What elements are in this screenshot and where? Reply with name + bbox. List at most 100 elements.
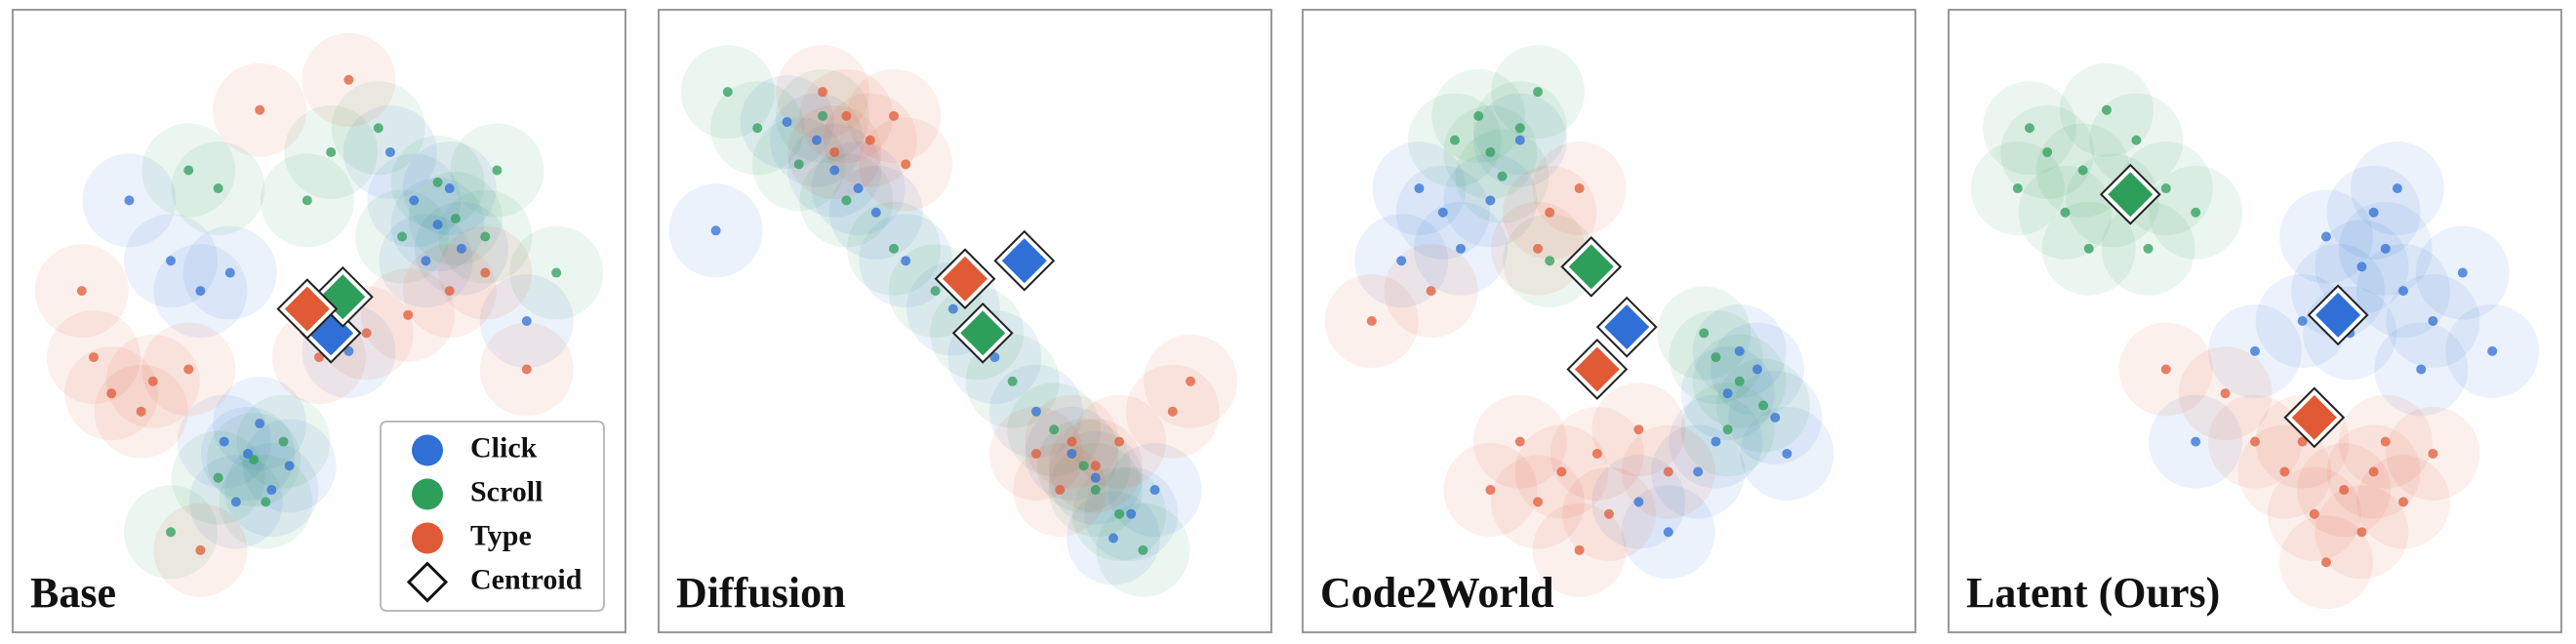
point: [183, 165, 194, 176]
point: [1186, 376, 1196, 386]
point: [1604, 508, 1614, 519]
centroid: [960, 310, 1006, 356]
panel: Base Click Scroll Type Centroid: [12, 9, 626, 633]
point: [2083, 243, 2094, 254]
point: [1711, 436, 1721, 447]
point: [1545, 207, 1555, 218]
panel-title: Latent (Ours): [1966, 569, 2220, 617]
point: [450, 213, 461, 223]
point: [492, 165, 503, 176]
point: [1067, 436, 1077, 447]
point: [1533, 243, 1544, 254]
panel-title: Base: [30, 569, 116, 617]
point: [1545, 256, 1555, 266]
point: [865, 135, 875, 145]
point: [1556, 466, 1567, 477]
point: [870, 207, 881, 218]
point: [480, 231, 491, 242]
point: [456, 243, 466, 254]
point: [1126, 508, 1137, 519]
legend-marker: [412, 434, 443, 466]
plot-area: [668, 45, 1238, 597]
point: [521, 364, 532, 375]
point: [710, 225, 721, 236]
point: [841, 110, 852, 121]
point: [266, 485, 277, 496]
panel-title: Code2World: [1320, 569, 1554, 617]
point: [2309, 508, 2319, 519]
point: [1497, 171, 1508, 181]
panel: Diffusion: [658, 9, 1272, 633]
point: [2297, 436, 2308, 447]
point: [930, 286, 941, 297]
point: [2339, 485, 2350, 496]
point: [901, 256, 911, 266]
point: [166, 527, 176, 538]
point: [361, 328, 372, 339]
point: [853, 183, 864, 194]
point: [106, 388, 117, 399]
point: [1574, 544, 1585, 555]
plot-area: [1970, 62, 2540, 610]
point: [1485, 485, 1496, 496]
point: [1030, 448, 1041, 459]
panel-border: [658, 9, 1272, 633]
point: [1485, 195, 1496, 206]
point: [1722, 424, 1733, 435]
point: [432, 177, 443, 187]
point: [1007, 376, 1018, 386]
legend-label: Type: [470, 519, 532, 551]
point: [1734, 345, 1745, 356]
point: [2102, 104, 2112, 115]
point: [343, 345, 354, 356]
centroid: [2291, 394, 2337, 440]
point: [432, 220, 443, 230]
legend-marker: [412, 478, 443, 510]
point: [2160, 364, 2171, 375]
point: [1108, 533, 1118, 543]
point: [1699, 328, 1710, 339]
point: [166, 256, 176, 266]
point: [136, 406, 146, 417]
point: [2398, 497, 2408, 507]
point: [1711, 352, 1721, 363]
point: [1734, 376, 1745, 386]
point: [2398, 286, 2408, 297]
point: [314, 352, 324, 363]
point: [2487, 345, 2498, 356]
panel-border: [1948, 9, 2562, 633]
point: [2428, 448, 2438, 459]
legend-box: [380, 421, 605, 612]
point: [2250, 345, 2260, 356]
point: [373, 123, 383, 134]
point: [261, 497, 271, 507]
point: [2143, 243, 2153, 254]
point: [249, 455, 260, 465]
point: [1514, 135, 1525, 145]
point: [421, 256, 431, 266]
point: [1533, 497, 1544, 507]
point: [2250, 436, 2260, 447]
point: [1591, 448, 1602, 459]
point: [1633, 424, 1644, 435]
centroid: [2108, 172, 2153, 218]
point: [1663, 466, 1673, 477]
point: [1366, 316, 1377, 326]
point: [841, 195, 852, 206]
point: [1514, 123, 1525, 134]
point: [1514, 436, 1525, 447]
point: [195, 286, 206, 297]
point: [1138, 544, 1148, 555]
point: [2368, 207, 2379, 218]
point: [1114, 436, 1125, 447]
centroid: [1001, 238, 1047, 284]
point: [1633, 497, 1644, 507]
point: [1770, 412, 1781, 423]
point: [1473, 110, 1484, 121]
point: [2042, 146, 2053, 157]
centroid: [1604, 304, 1650, 350]
point: [829, 165, 840, 176]
point: [2428, 316, 2438, 326]
point: [2297, 316, 2308, 326]
